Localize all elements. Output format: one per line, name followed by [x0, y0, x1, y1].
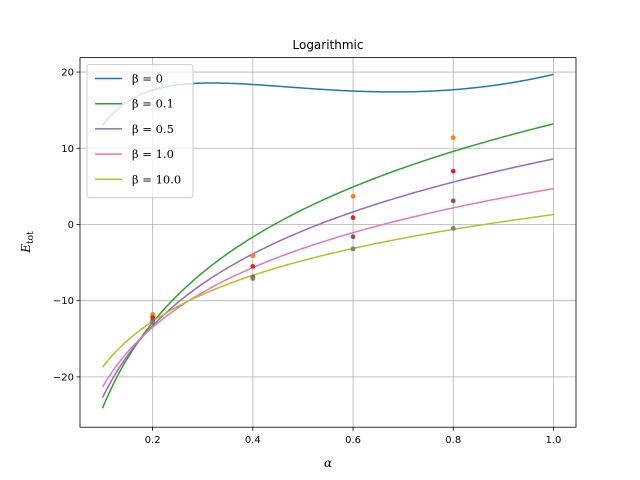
y-axis-label-main: E [19, 244, 33, 254]
data-point [250, 253, 256, 259]
legend-box [86, 64, 194, 199]
legend-entry: β = 1.0 [132, 147, 174, 161]
legend: β = 0 β = 0.1 β = 0.5 β = 1.0 β = 10.0 [86, 64, 194, 199]
data-point [350, 193, 356, 199]
y-axis-label: Etot [19, 231, 36, 254]
y-tick-label: 20 [61, 68, 74, 79]
data-point [150, 320, 156, 326]
x-tick-label: 0.2 [145, 435, 161, 446]
plot-frame [79, 57, 577, 428]
y-tick-label: −10 [53, 296, 74, 307]
legend-entry: β = 0.1 [132, 97, 174, 111]
data-point [450, 198, 456, 204]
y-tick-label: −20 [53, 372, 74, 383]
axis-ticks: 0.2 0.4 0.6 0.8 1.0 −20 −10 0 10 20 [53, 68, 562, 447]
x-tick-label: 0.4 [245, 435, 261, 446]
data-point [450, 225, 456, 231]
legend-entry: β = 0 [132, 72, 163, 86]
y-tick-label: 0 [68, 220, 74, 231]
series-line-2 [101, 158, 554, 398]
data-point [250, 264, 256, 269]
x-axis-label: α [324, 456, 332, 470]
y-axis-label-sub: tot [26, 231, 36, 244]
x-tick-label: 0.6 [345, 435, 361, 446]
legend-entry: β = 0.5 [132, 122, 174, 136]
series-line-3 [101, 187, 554, 388]
data-points [150, 135, 456, 326]
chart-title: Logarithmic [293, 38, 364, 52]
x-tick-label: 0.8 [445, 435, 461, 446]
data-point [450, 168, 456, 174]
data-point [350, 234, 356, 240]
data-point [350, 246, 356, 252]
data-point [250, 276, 256, 281]
legend-entry: β = 10.0 [132, 172, 181, 186]
data-point [450, 135, 456, 141]
series-line-1 [101, 123, 554, 409]
y-tick-label: 10 [61, 144, 74, 155]
x-tick-label: 1.0 [546, 435, 562, 446]
series-line-4 [101, 213, 554, 368]
data-point [350, 215, 356, 221]
